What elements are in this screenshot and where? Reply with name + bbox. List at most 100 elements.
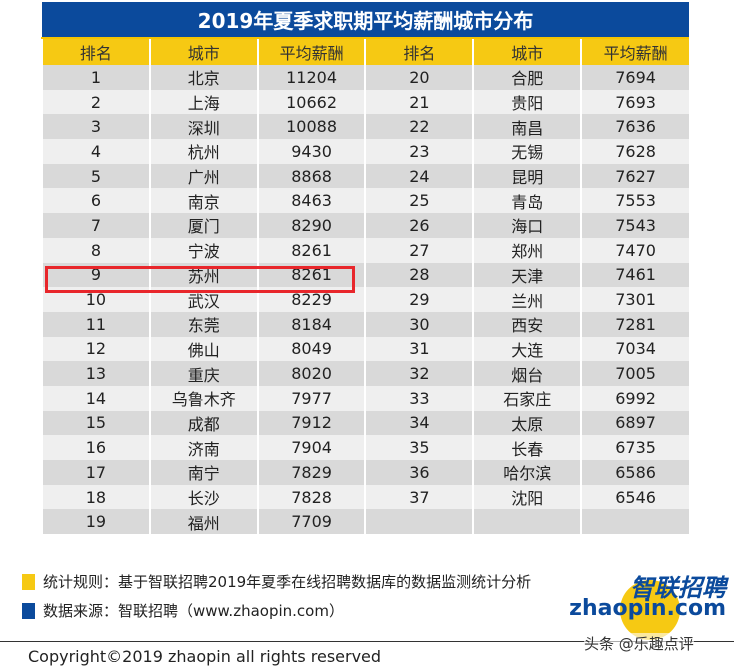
cell-city: 南宁 [148, 460, 258, 485]
table-row: 11 东莞 8184 30 西安 7281 [41, 311, 689, 337]
header-salary: 平均薪酬 [580, 38, 689, 65]
cell-city: 贵阳 [472, 89, 582, 115]
table-row: 15 成都 7912 34 太原 6897 [41, 410, 689, 436]
cell-city: 佛山 [148, 336, 258, 362]
cell-salary: 6546 [580, 484, 689, 510]
note-source-text: 数据来源：智联招聘（www.zhaopin.com） [43, 602, 344, 620]
cell-salary: 7912 [256, 410, 366, 436]
cell-rank: 18 [41, 484, 150, 510]
table-row: 2 上海 10662 21 贵阳 7693 [41, 89, 689, 115]
cell-rank: 8 [41, 237, 150, 263]
cell-salary: 7543 [580, 213, 689, 238]
table-row: 18 长沙 7828 37 沈阳 6546 [41, 484, 689, 510]
cell-salary: 7553 [580, 188, 689, 214]
zhaopin-logo: 智联招聘 zhaopin.com [569, 568, 730, 640]
cell-rank: 21 [364, 89, 474, 115]
cell-salary: 8020 [256, 361, 366, 386]
highlight-box [45, 266, 355, 293]
table-row: 4 杭州 9430 23 无锡 7628 [41, 139, 689, 164]
cell-salary: 7709 [256, 509, 366, 535]
cell-salary: 7461 [580, 262, 689, 288]
logo-en: zhaopin.com [569, 596, 726, 621]
note-source: 数据来源：智联招聘（www.zhaopin.com） [22, 600, 344, 621]
cell-city: 天津 [472, 262, 582, 288]
header-rank: 排名 [41, 38, 150, 65]
cell-city: 广州 [148, 163, 258, 189]
cell-city: 南京 [148, 188, 258, 214]
cell-rank: 31 [364, 336, 474, 362]
cell-rank: 34 [364, 410, 474, 436]
cell-rank: 11 [41, 311, 150, 337]
cell-city: 青岛 [472, 188, 582, 214]
cell-rank: 7 [41, 213, 150, 238]
table-row: 5 广州 8868 24 昆明 7627 [41, 163, 689, 189]
salary-table: 2019年夏季求职期平均薪酬城市分布 排名 城市 平均薪酬 排名 城市 平均薪酬… [41, 2, 689, 535]
cell-rank: 24 [364, 163, 474, 189]
note-rule: 统计规则：基于智联招聘2019年夏季在线招聘数据库的数据监测统计分析 [22, 571, 531, 592]
divider [0, 641, 734, 642]
cell-rank: 29 [364, 287, 474, 312]
cell-salary: 7627 [580, 163, 689, 189]
cell-city: 兰州 [472, 287, 582, 312]
cell-salary: 7977 [256, 385, 366, 411]
cell-salary: 7693 [580, 89, 689, 115]
cell-city: 大连 [472, 336, 582, 362]
cell-salary: 6735 [580, 435, 689, 460]
cell-salary: 10662 [256, 89, 366, 115]
note-rule-text: 统计规则：基于智联招聘2019年夏季在线招聘数据库的数据监测统计分析 [43, 573, 532, 591]
cell-rank: 2 [41, 89, 150, 115]
cell-rank: 6 [41, 188, 150, 214]
cell-salary: 6992 [580, 385, 689, 411]
cell-salary: 9430 [256, 139, 366, 164]
cell-rank: 28 [364, 262, 474, 288]
cell-city: 长春 [472, 435, 582, 460]
cell-city: 厦门 [148, 213, 258, 238]
cell-salary: 8868 [256, 163, 366, 189]
cell-city: 西安 [472, 311, 582, 337]
cell-rank: 3 [41, 114, 150, 140]
header-row: 排名 城市 平均薪酬 排名 城市 平均薪酬 [41, 38, 689, 65]
cell-salary: 7301 [580, 287, 689, 312]
cell-rank: 16 [41, 435, 150, 460]
header-salary: 平均薪酬 [256, 38, 366, 65]
cell-rank: 37 [364, 484, 474, 510]
cell-city: 上海 [148, 89, 258, 115]
table-row: 6 南京 8463 25 青岛 7553 [41, 188, 689, 214]
cell-rank [364, 509, 474, 535]
cell-rank: 4 [41, 139, 150, 164]
cell-salary: 11204 [256, 65, 366, 90]
cell-rank: 17 [41, 460, 150, 485]
blue-square-icon [22, 602, 35, 619]
header-city: 城市 [472, 38, 582, 65]
header-rank: 排名 [364, 38, 474, 65]
cell-city: 成都 [148, 410, 258, 436]
cell-rank: 5 [41, 163, 150, 189]
cell-city: 北京 [148, 65, 258, 90]
cell-rank: 15 [41, 410, 150, 436]
cell-city: 杭州 [148, 139, 258, 164]
table-row: 13 重庆 8020 32 烟台 7005 [41, 361, 689, 386]
copyright: Copyright©2019 zhaopin all rights reserv… [28, 647, 382, 666]
cell-rank: 27 [364, 237, 474, 263]
cell-rank: 20 [364, 65, 474, 90]
watermark: 头条 @乐趣点评 [584, 633, 694, 654]
cell-city: 福州 [148, 509, 258, 535]
cell-salary: 8184 [256, 311, 366, 337]
header-city: 城市 [148, 38, 258, 65]
table-row: 1 北京 11204 20 合肥 7694 [41, 65, 689, 90]
cell-city: 济南 [148, 435, 258, 460]
cell-salary: 7828 [256, 484, 366, 510]
cell-salary: 7034 [580, 336, 689, 362]
table-row: 7 厦门 8290 26 海口 7543 [41, 213, 689, 238]
table-row: 19 福州 7709 [41, 509, 689, 535]
cell-rank: 25 [364, 188, 474, 214]
cell-salary: 8463 [256, 188, 366, 214]
cell-salary: 8049 [256, 336, 366, 362]
logo-cn: 智联招聘 [630, 574, 726, 602]
table-title: 2019年夏季求职期平均薪酬城市分布 [42, 2, 689, 39]
cell-rank: 12 [41, 336, 150, 362]
cell-city: 郑州 [472, 237, 582, 263]
cell-salary: 8290 [256, 213, 366, 238]
cell-salary: 7636 [580, 114, 689, 140]
cell-rank: 36 [364, 460, 474, 485]
